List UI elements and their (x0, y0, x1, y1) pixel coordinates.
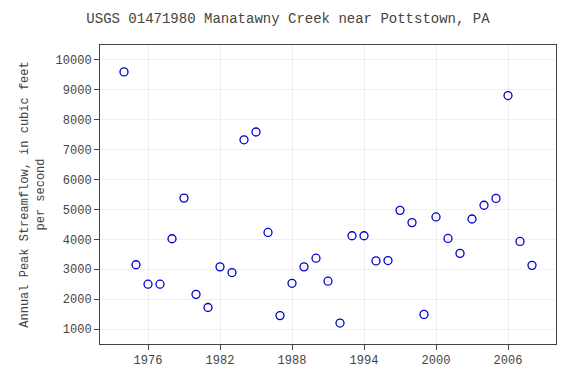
svg-text:8000: 8000 (63, 114, 92, 128)
svg-text:1982: 1982 (206, 354, 235, 368)
svg-text:1994: 1994 (350, 354, 379, 368)
svg-text:5000: 5000 (63, 204, 92, 218)
svg-text:1988: 1988 (278, 354, 307, 368)
svg-text:3000: 3000 (63, 263, 92, 277)
svg-text:Annual Peak Streamflow, in cub: Annual Peak Streamflow, in cubic feetper… (18, 61, 48, 327)
svg-text:10000: 10000 (56, 54, 92, 68)
svg-text:1976: 1976 (134, 354, 163, 368)
svg-text:2000: 2000 (63, 293, 92, 307)
svg-text:2006: 2006 (494, 354, 523, 368)
svg-text:6000: 6000 (63, 174, 92, 188)
svg-text:7000: 7000 (63, 144, 92, 158)
svg-text:USGS 01471980 Manatawny Creek: USGS 01471980 Manatawny Creek near Potts… (86, 11, 490, 27)
svg-text:1000: 1000 (63, 323, 92, 337)
svg-text:2000: 2000 (422, 354, 451, 368)
svg-text:9000: 9000 (63, 84, 92, 98)
svg-text:4000: 4000 (63, 234, 92, 248)
